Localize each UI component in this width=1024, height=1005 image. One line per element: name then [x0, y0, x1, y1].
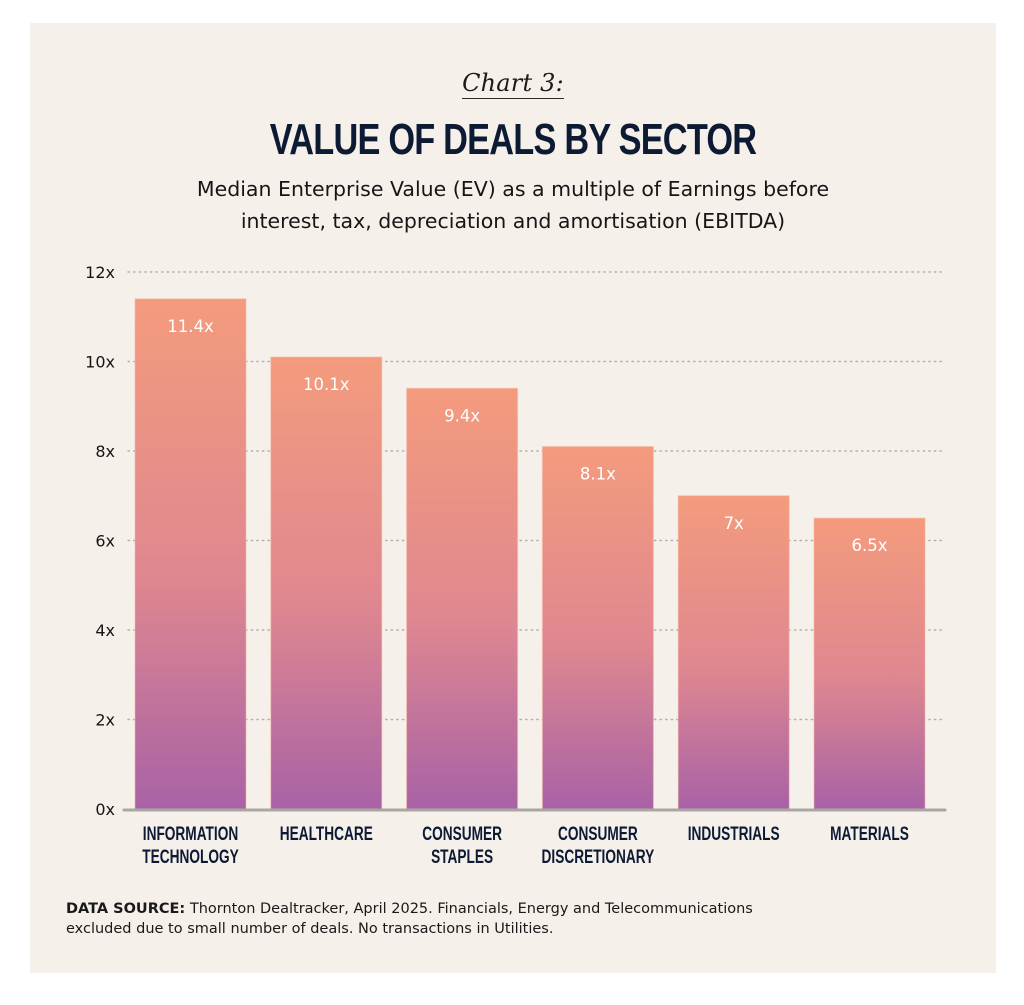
bar-value-label: 9.4x [444, 406, 480, 425]
x-tick-label: INFORMATION TECHNOLOGY [142, 823, 238, 868]
x-tick-label-line: STAPLES [431, 846, 493, 868]
data-source-note: DATA SOURCE: Thornton Dealtracker, April… [66, 899, 886, 939]
y-tick-label: 10x [85, 353, 115, 372]
gridlines [127, 271, 945, 721]
bar-value-label: 6.5x [851, 536, 887, 555]
footnote-line-2: excluded due to small number of deals. N… [66, 921, 554, 937]
bar-1 [134, 298, 247, 810]
x-tick-label-line: INDUSTRIALS [688, 823, 780, 845]
y-tick-label: 8x [95, 442, 115, 461]
bar-value-label: 7x [724, 514, 744, 533]
x-tick-label: CONSUMER DISCRETIONARY [542, 823, 655, 868]
subtitle-line-2: interest, tax, depreciation and amortisa… [240, 209, 786, 233]
chart-kicker: Chart 3: [30, 69, 996, 99]
chart-number: Chart 3: [462, 69, 564, 99]
bar-3 [406, 387, 519, 810]
y-tick-label: 12x [85, 263, 115, 282]
y-tick-label: 2x [95, 711, 115, 730]
bar-2 [270, 356, 383, 810]
x-tick-label: MATERIALS [830, 823, 909, 845]
x-tick-label: HEALTHCARE [280, 823, 373, 845]
x-tick-label-line: CONSUMER [558, 823, 638, 845]
bar-value-label: 10.1x [303, 375, 350, 394]
y-tick-label: 0x [95, 800, 115, 819]
x-tick-label-line: HEALTHCARE [280, 823, 373, 845]
y-tick-label: 4x [95, 621, 115, 640]
chart-subtitle: Median Enterprise Value (EV) as a multip… [90, 173, 936, 237]
bar-4 [541, 446, 654, 810]
x-tick-label-line: MATERIALS [830, 823, 909, 845]
x-tick-label-line: CONSUMER [422, 823, 502, 845]
subtitle-line-1: Median Enterprise Value (EV) as a multip… [196, 177, 830, 201]
x-tick-label-line: DISCRETIONARY [542, 846, 655, 868]
bars: 11.4x 10.1x 9.4x 8.1x 7x 6.5x [134, 298, 926, 810]
bar-5 [677, 495, 790, 810]
y-tick-label: 6x [95, 532, 115, 551]
y-axis: 0x 2x 4x 6x 8x 10x 12x [85, 263, 115, 819]
footnote-text-1: Thornton Dealtracker, April 2025. Financ… [189, 901, 753, 917]
bar-value-label: 8.1x [580, 465, 616, 484]
chart-title: VALUE OF DEALS BY SECTOR [269, 115, 757, 164]
x-tick-label: INDUSTRIALS [688, 823, 780, 845]
bar-6 [813, 517, 926, 810]
footnote-line-1: DATA SOURCE: Thornton Dealtracker, April… [66, 899, 886, 919]
x-tick-label-line: INFORMATION [143, 823, 238, 845]
footnote-label: DATA SOURCE: [66, 901, 186, 917]
x-tick-label: CONSUMER STAPLES [422, 823, 502, 868]
bar-value-label: 11.4x [167, 317, 214, 336]
x-tick-label-line: TECHNOLOGY [142, 846, 238, 868]
